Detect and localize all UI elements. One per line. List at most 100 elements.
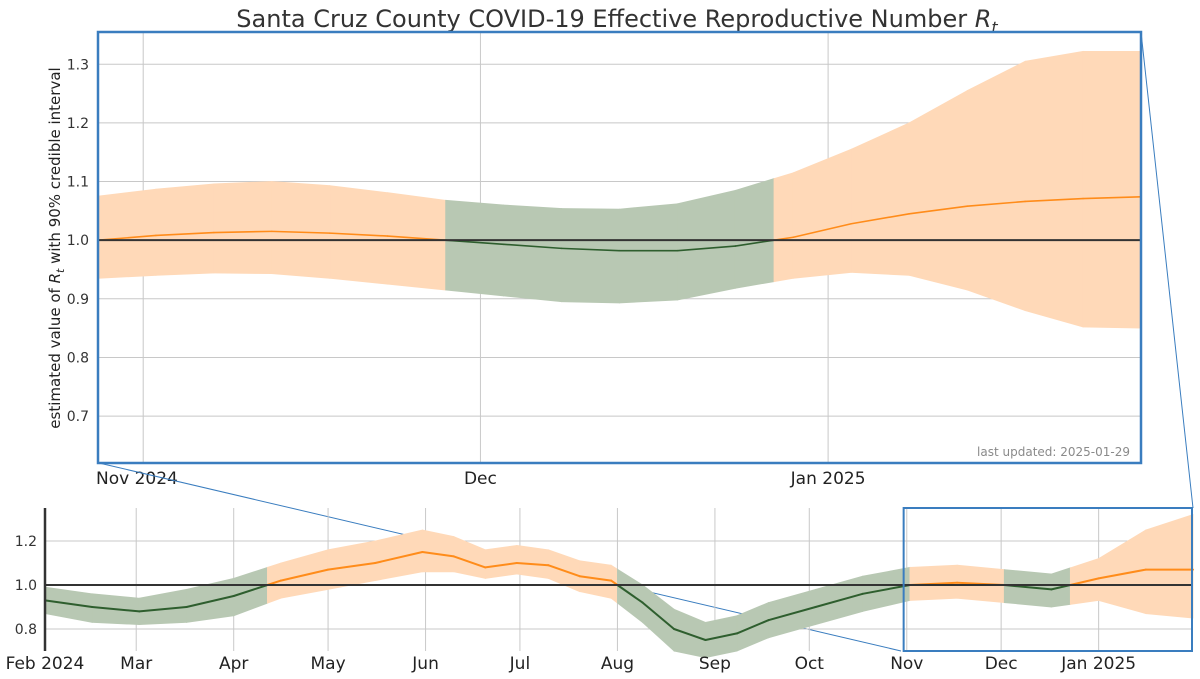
rt-line-below xyxy=(185,595,235,608)
y-tick-label: 0.8 xyxy=(67,350,89,366)
x-tick-label: Jun xyxy=(411,654,439,674)
x-tick-label: Nov xyxy=(890,654,923,674)
rt-line-below xyxy=(91,606,141,613)
ci-band-above xyxy=(792,148,852,279)
ci-band-above xyxy=(374,529,423,582)
rt-line-above xyxy=(515,562,550,567)
rt-line-below xyxy=(704,632,738,641)
rt-line-below xyxy=(138,606,188,613)
rt-line-below xyxy=(641,601,676,630)
rt-line-below xyxy=(232,584,269,597)
ylabel-subscript: t xyxy=(54,268,67,273)
rt-line-below xyxy=(814,592,864,608)
rt-line-above xyxy=(279,568,330,582)
ci-band-below xyxy=(617,568,643,624)
x-tick-label: Dec xyxy=(464,469,497,489)
rt-line-above xyxy=(792,222,853,239)
ci-band-above xyxy=(327,540,376,590)
rt-line-below xyxy=(502,243,563,250)
zoom-connector-right xyxy=(1140,31,1194,509)
main-y-axis-label: estimated value of Rt with 90% credible … xyxy=(46,67,67,428)
x-tick-label: Jul xyxy=(509,654,531,674)
x-tick-label: May xyxy=(310,654,345,674)
x-tick-label: Apr xyxy=(219,654,248,674)
y-tick-label: 1.2 xyxy=(15,534,37,550)
y-tick-label: 1.0 xyxy=(15,578,37,594)
rt-line-above xyxy=(271,230,331,234)
x-tick-label: Dec xyxy=(985,654,1018,674)
overview-lines xyxy=(44,551,1194,641)
chart-title-symbol: R xyxy=(975,5,992,33)
x-tick-label: Nov 2024 xyxy=(96,469,178,489)
x-tick-label: Mar xyxy=(120,654,152,674)
rt-line-above xyxy=(328,232,389,237)
rt-line-above xyxy=(421,551,455,558)
x-tick-label: Oct xyxy=(795,654,825,674)
rt-line-above xyxy=(484,562,518,569)
rt-line-below xyxy=(673,628,707,641)
ci-band-above xyxy=(1082,50,1142,329)
ci-band-above xyxy=(966,60,1026,312)
rt-line-below xyxy=(616,584,644,604)
ci-band-above xyxy=(773,172,794,283)
ci-band-below xyxy=(673,608,706,659)
ci-band-above xyxy=(422,529,455,573)
ci-band-below xyxy=(734,178,775,289)
overview-x-ticks: Feb 2024 Mar Apr May Jun Jul Aug Sep Oct Nov Dec Ja… xyxy=(6,654,1136,674)
y-tick-label: 0.8 xyxy=(15,622,37,638)
ci-band-above xyxy=(850,122,910,276)
ylabel-part-2: with 90% credible interval xyxy=(46,67,64,268)
y-tick-label: 0.7 xyxy=(67,409,89,425)
y-tick-label: 1.1 xyxy=(67,175,89,191)
x-tick-label: Feb 2024 xyxy=(6,654,85,674)
ylabel-symbol: R xyxy=(46,273,64,283)
ci-band-above xyxy=(516,544,549,579)
ci-band-below xyxy=(233,566,268,617)
ci-band-below xyxy=(503,204,562,303)
ci-band-above xyxy=(484,544,518,579)
chart-title-subscript: t xyxy=(991,18,998,37)
rt-line-above xyxy=(155,231,215,237)
rt-line-above xyxy=(213,230,273,234)
ci-band-below xyxy=(642,584,675,652)
main-y-ticks: 0.7 0.8 0.9 1.0 1.1 1.2 1.3 xyxy=(67,57,89,425)
rt-line-below xyxy=(44,599,94,608)
ci-band-above xyxy=(155,183,215,276)
overview-bands xyxy=(44,514,1194,659)
rt-line-above xyxy=(966,200,1026,207)
overview-zoom-window[interactable] xyxy=(902,507,1194,652)
rt-line-above xyxy=(1097,568,1147,580)
ci-band-above xyxy=(97,188,157,279)
x-tick-label: Sep xyxy=(699,654,731,674)
ci-band-above xyxy=(387,192,447,291)
rt-line-above xyxy=(1024,197,1084,203)
ci-band-below xyxy=(445,199,505,297)
ci-band-above xyxy=(213,181,273,274)
ci-band-above xyxy=(271,181,331,279)
rt-line-below xyxy=(767,606,817,622)
rt-line-above xyxy=(374,551,424,564)
rt-line-below xyxy=(735,619,770,635)
rt-line-above xyxy=(327,562,377,571)
y-tick-label: 1.3 xyxy=(67,57,89,73)
x-tick-label: Aug xyxy=(601,654,634,674)
ci-band-above xyxy=(280,549,329,599)
ci-band-below xyxy=(677,189,736,301)
last-updated-annotation: last updated: 2025-01-29 xyxy=(977,445,1130,459)
x-tick-label: Jan 2025 xyxy=(790,469,866,489)
rt-line-above xyxy=(1069,577,1100,586)
main-x-ticks: Nov 2024 Dec Jan 2025 xyxy=(96,469,866,489)
main-lines xyxy=(97,195,1142,252)
y-tick-label: 1.2 xyxy=(67,116,89,132)
chart-title: Santa Cruz County COVID-19 Effective Rep… xyxy=(236,5,998,37)
ci-band-below xyxy=(619,203,678,304)
rt-line-above xyxy=(547,564,581,578)
y-tick-label: 0.9 xyxy=(67,292,89,308)
main-bands xyxy=(97,50,1142,329)
ci-band-below xyxy=(44,586,93,623)
rt-line-above xyxy=(452,555,487,569)
rt-line-above xyxy=(1082,195,1142,200)
y-tick-label: 1.0 xyxy=(67,233,89,249)
chart-title-text: Santa Cruz County COVID-19 Effective Rep… xyxy=(236,5,974,33)
